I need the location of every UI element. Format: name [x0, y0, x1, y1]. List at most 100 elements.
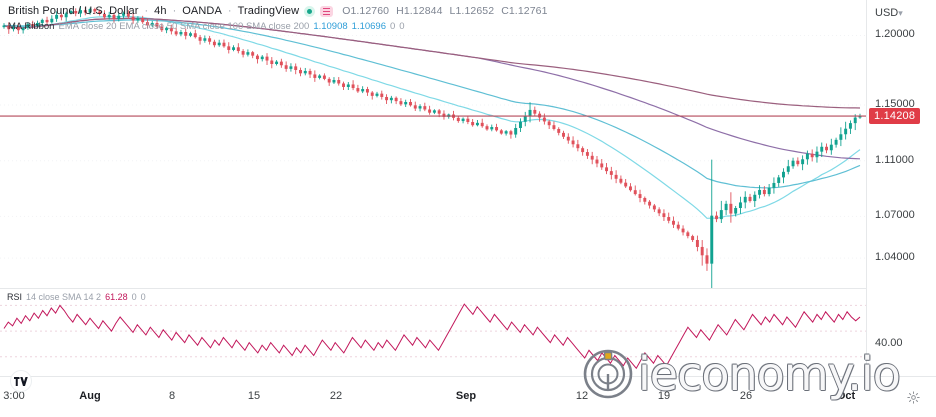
candle-body	[404, 101, 408, 105]
time-tick: 15	[247, 390, 261, 402]
candle-body	[475, 122, 479, 126]
candle-body	[380, 93, 384, 97]
price-scale[interactable]: USD▾ 1.20000 1.15000 1.11000 1.07000 1.04000…	[866, 0, 936, 376]
candle-body	[117, 15, 121, 20]
ma-ribbon-lines	[3, 15, 861, 219]
ma-ribbon-legend-row[interactable]: MA Ribbon EMA close 20 EMA close 50 SMA …	[8, 20, 552, 34]
candle-body	[79, 10, 82, 14]
candle-body	[74, 10, 78, 14]
legend-separator-1: ·	[144, 5, 149, 17]
ma-ribbon-name[interactable]: MA Ribbon	[8, 21, 55, 32]
candle-body	[270, 60, 274, 64]
indicator-style-icon[interactable]	[320, 6, 334, 17]
ma-line-2	[3, 17, 861, 160]
candle-body	[88, 9, 92, 13]
candle-body	[686, 232, 690, 237]
candle-body	[308, 70, 312, 75]
rsi-value: 61.28	[105, 292, 128, 302]
candle-body	[724, 203, 728, 211]
candle-body	[342, 83, 346, 87]
candle-body	[346, 84, 350, 87]
price-pane[interactable]	[0, 0, 866, 288]
candle-body	[260, 56, 264, 60]
time-tick: 26	[739, 390, 753, 402]
candle-body	[576, 144, 580, 149]
candle-body	[131, 16, 135, 21]
gear-icon[interactable]	[907, 391, 920, 404]
candle-body	[648, 201, 652, 206]
candle-body	[700, 246, 704, 256]
candle-body	[145, 22, 149, 26]
chevron-down-icon[interactable]: ▾	[898, 8, 903, 18]
candle-body	[562, 132, 565, 137]
candle-body	[839, 134, 843, 140]
candle-body	[657, 209, 661, 214]
time-tick: 19	[657, 390, 671, 402]
ma-ribbon-value-2: 1.10696	[351, 21, 386, 32]
candle-body	[351, 84, 355, 89]
time-tick: Aug	[79, 390, 101, 402]
price-scale-unit[interactable]: USD▾	[875, 7, 903, 19]
candle-body	[844, 128, 848, 135]
candle-body	[275, 61, 279, 64]
candle-body	[743, 196, 747, 203]
candle-body	[719, 210, 723, 220]
candle-body	[322, 75, 326, 79]
rsi-tick: 40.00	[875, 336, 903, 349]
ma-ribbon-value-1: 1.10908	[313, 21, 348, 32]
time-tick: 8	[168, 390, 176, 402]
candle-body	[174, 31, 178, 35]
candle-body	[294, 66, 298, 70]
candle-body	[518, 121, 522, 128]
candle-body	[633, 190, 637, 195]
candle-body	[251, 52, 255, 56]
candle-body	[715, 215, 719, 220]
candle-body	[848, 123, 852, 129]
candle-body	[255, 55, 259, 60]
candle-body	[112, 14, 116, 20]
candle-body	[93, 9, 97, 12]
rsi-name[interactable]: RSI	[7, 292, 23, 302]
candle-body	[418, 106, 422, 109]
candle-body	[499, 130, 503, 134]
exchange-label[interactable]: OANDA	[182, 5, 222, 17]
candles-style-icon[interactable]	[304, 6, 316, 17]
candle-body	[370, 92, 374, 96]
ma-line-0	[3, 15, 861, 219]
candle-body	[12, 26, 16, 30]
candle-body	[810, 153, 814, 158]
tradingview-logo-icon[interactable]	[10, 370, 32, 392]
candle-body	[772, 182, 776, 188]
candle-body	[136, 18, 140, 21]
candle-body	[327, 78, 331, 83]
candle-body	[299, 69, 302, 74]
candle-body	[552, 125, 556, 129]
candle-body	[83, 10, 87, 13]
candle-body	[303, 70, 307, 74]
candle-body	[203, 38, 207, 41]
candle-body	[184, 32, 188, 36]
current-price-badge: 1.14208	[869, 108, 921, 125]
candle-body	[222, 42, 226, 47]
candle-body	[59, 14, 63, 18]
candle-body	[461, 118, 465, 122]
candle-body	[122, 13, 126, 16]
timeframe-label[interactable]: 4h	[154, 5, 167, 17]
candle-body	[236, 47, 240, 52]
symbol-legend-row[interactable]: British Pound / U.S. Dollar · 4h · OANDA…	[8, 4, 552, 19]
symbol-title[interactable]: British Pound / U.S. Dollar	[8, 5, 139, 17]
candle-body	[571, 140, 575, 145]
source-label[interactable]: TradingView	[237, 5, 300, 17]
ohlc-values: O1.12760 H1.12844 L1.12652 C1.12761	[342, 4, 551, 19]
rsi-pane[interactable]: RSI 14 close SMA 14 2 61.28 0 0	[0, 290, 866, 376]
time-scale[interactable]: 3:00 Aug 8 15 22 Sep 12 19 26 Oct	[0, 376, 936, 417]
candle-body	[241, 51, 245, 55]
rsi-legend-row[interactable]: RSI 14 close SMA 14 2 61.28 0 0	[7, 292, 146, 302]
rsi-params: 14 close SMA 14 2	[26, 292, 102, 302]
ohlc-low: L1.12652	[449, 5, 495, 17]
ohlc-open: O1.12760	[342, 5, 390, 17]
chart-legend: British Pound / U.S. Dollar · 4h · OANDA…	[8, 4, 552, 34]
candle-body	[853, 117, 857, 124]
candle-body	[566, 136, 570, 141]
candle-body	[165, 27, 169, 31]
